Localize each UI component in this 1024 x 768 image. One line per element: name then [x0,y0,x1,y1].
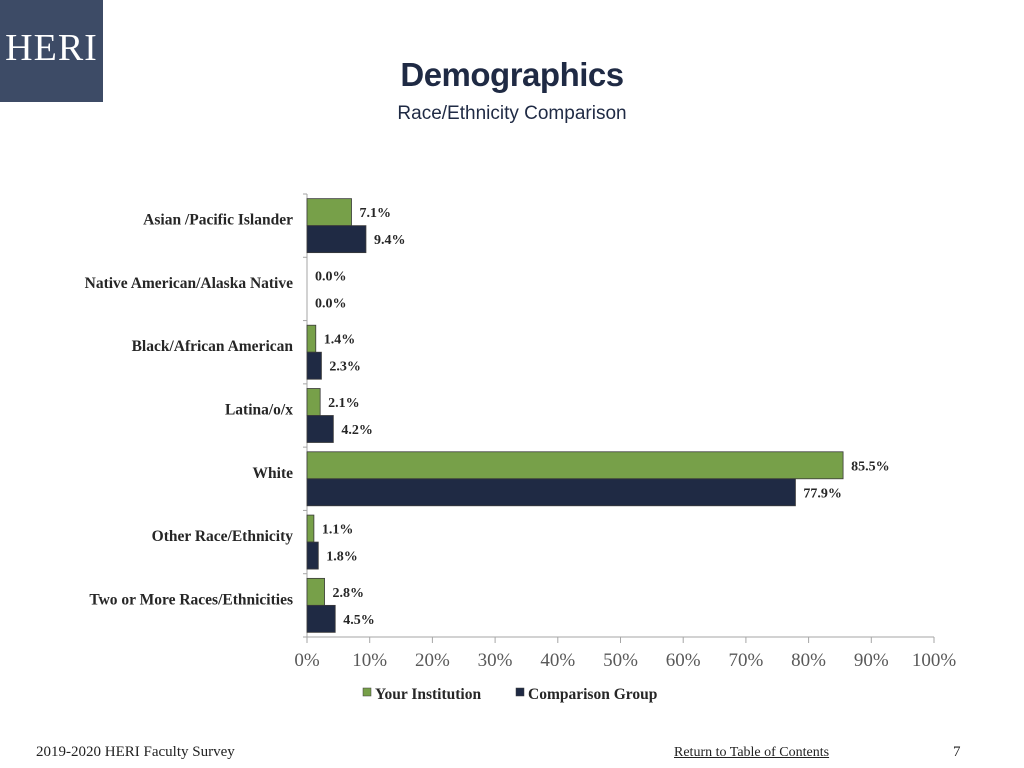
legend-label: Comparison Group [528,686,657,703]
bar [306,351,322,380]
return-to-toc-link[interactable]: Return to Table of Contents [674,745,830,760]
data-label: 0.0% [315,269,347,284]
x-tick-label: 0% [294,650,320,671]
x-tick-label: 20% [415,650,450,671]
page-number: 7 [953,744,961,760]
x-tick-label: 50% [603,650,638,671]
category-label: Asian /Pacific Islander [143,212,293,229]
x-tick-label: 70% [728,650,763,671]
category-label: Two or More Races/Ethnicities [89,591,293,608]
bar [306,388,321,416]
data-label: 4.5% [343,613,375,628]
category-label: Other Race/Ethnicity [152,528,294,545]
bar [306,514,315,543]
bar [306,541,319,570]
x-tick-label: 90% [854,650,889,671]
x-tick-label: 30% [478,650,513,671]
data-label: 2.3% [329,360,361,375]
category-label: Black/African American [132,338,294,355]
category-label: White [253,465,294,482]
data-label: 9.4% [374,233,406,248]
bar [306,604,336,633]
bar [306,577,325,606]
data-label: 1.4% [324,333,356,348]
data-label: 85.5% [851,459,890,474]
legend-label: Your Institution [375,686,481,703]
bar [306,451,844,480]
x-tick-label: 100% [912,650,957,671]
bar [306,415,334,443]
x-tick-label: 80% [791,650,826,671]
legend-swatch [515,687,525,697]
data-label: 2.1% [328,396,360,411]
bar [306,198,352,227]
data-label: 77.9% [803,486,842,501]
bar [306,225,367,254]
category-label: Latina/o/x [225,402,293,419]
x-tick-label: 10% [352,650,387,671]
survey-name: 2019-2020 HERI Faculty Survey [36,744,235,760]
logo-text: HERI [5,27,98,69]
data-label: 2.8% [333,586,365,601]
data-label: 1.8% [326,550,358,565]
data-label: 7.1% [360,206,392,221]
data-label: 0.0% [315,296,347,311]
page-title: Demographics [400,56,624,93]
x-tick-label: 60% [666,650,701,671]
data-label: 1.1% [322,523,354,538]
x-tick-label: 40% [540,650,575,671]
legend-swatch [362,687,372,697]
bar [306,324,317,353]
data-label: 4.2% [341,423,373,438]
bar [306,478,796,507]
heri-logo: HERI [0,0,103,102]
page-subtitle: Race/Ethnicity Comparison [397,103,627,124]
category-label: Native American/Alaska Native [85,275,293,292]
